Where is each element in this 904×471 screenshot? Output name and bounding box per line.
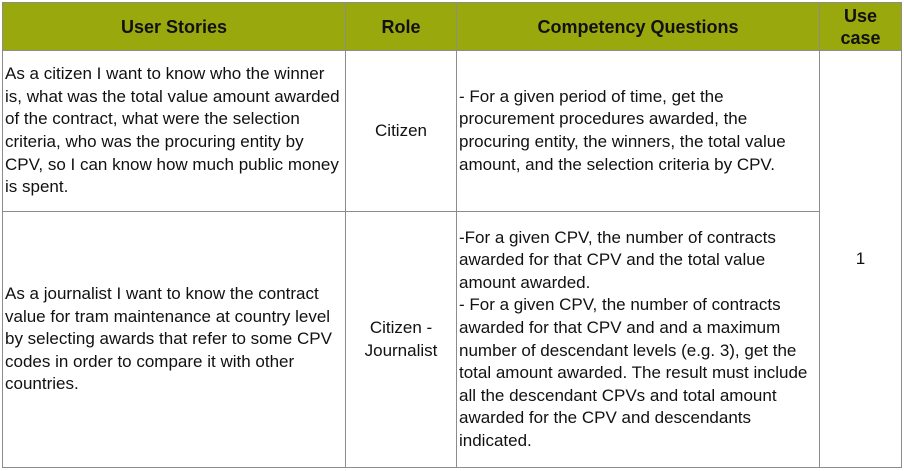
header-use-case: Use case <box>819 2 902 51</box>
competency-question: - For a given CPV, the number of contrac… <box>459 295 808 450</box>
table-row: As a journalist I want to know the contr… <box>2 211 902 468</box>
user-story-cell: As a journalist I want to know the contr… <box>2 211 346 468</box>
role-cell: Citizen - Journalist <box>345 211 457 468</box>
table-row: As a citizen I want to know who the winn… <box>2 50 902 468</box>
header-row: User Stories Role Competency Questions U… <box>2 2 902 51</box>
use-case-cell: 1 <box>819 50 902 468</box>
user-story-cell: As a citizen I want to know who the winn… <box>2 50 346 212</box>
competency-question: - For a given period of time, get the pr… <box>459 86 786 174</box>
role-text: Citizen - Journalist <box>364 317 438 360</box>
competency-questions-cell: - For a given period of time, get the pr… <box>456 50 820 212</box>
role-cell: Citizen <box>345 50 457 212</box>
competency-question: -For a given CPV, the number of contract… <box>459 227 776 292</box>
header-user-stories: User Stories <box>2 2 346 51</box>
header-competency-questions: Competency Questions <box>456 2 820 51</box>
header-role: Role <box>345 2 457 51</box>
competency-questions-cell: -For a given CPV, the number of contract… <box>456 211 820 468</box>
